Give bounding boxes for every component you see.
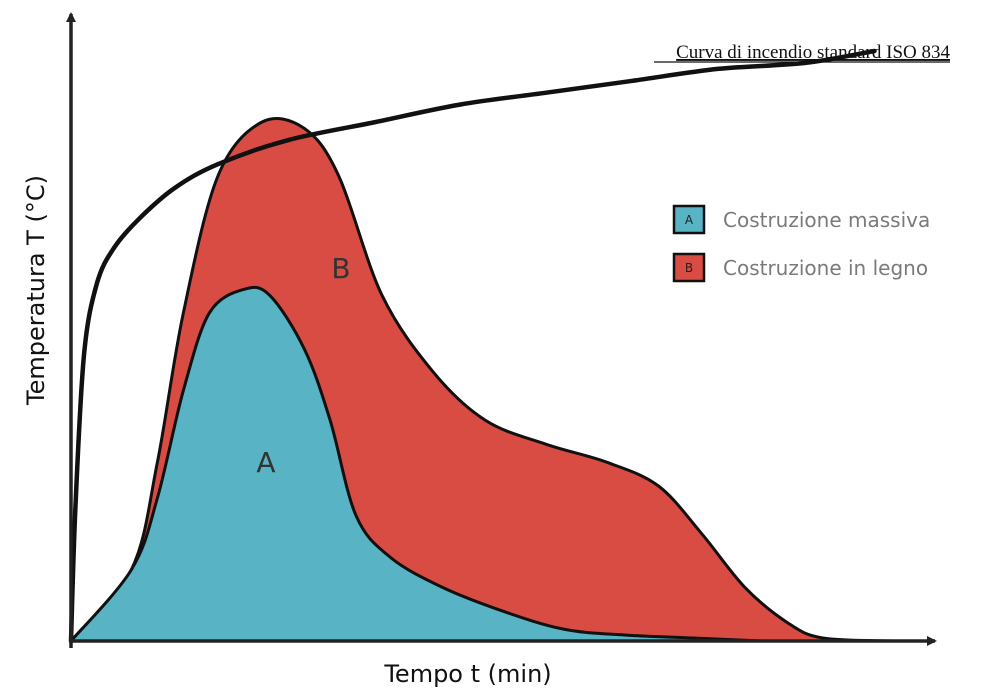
- legend-item-massiva: A Costruzione massiva: [672, 204, 930, 235]
- area-costruzione-massiva: [69, 285, 764, 643]
- legend-item-legno: B Costruzione in legno: [672, 252, 928, 283]
- legend-label-legno: Costruzione in legno: [723, 256, 928, 280]
- legend-swatch-massiva: [672, 204, 706, 235]
- region-label-a: A: [256, 446, 275, 479]
- iso-834-label: Curva di incendio standard ISO 834: [676, 42, 950, 63]
- legend-swatch-legno: [672, 252, 706, 283]
- region-label-b: B: [331, 252, 350, 285]
- legend-key-a: A: [685, 213, 694, 227]
- legend-label-massiva: Costruzione massiva: [723, 208, 930, 232]
- x-axis-title: Tempo t (min): [383, 660, 551, 688]
- legend-key-b: B: [685, 261, 693, 275]
- iso-834-curve: [68, 48, 877, 644]
- legend: A Costruzione massiva B Costruzione in l…: [672, 204, 930, 283]
- y-axis-title: Temperatura T (°C): [22, 175, 50, 406]
